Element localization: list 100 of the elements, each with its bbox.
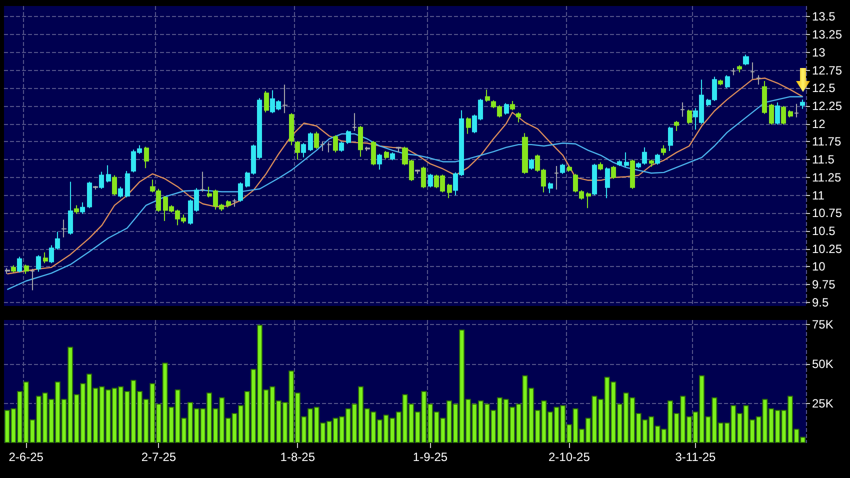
candlestick <box>605 166 610 199</box>
candlestick <box>74 204 79 214</box>
candlestick <box>624 152 629 168</box>
candlestick <box>706 98 711 106</box>
candlestick <box>301 142 306 158</box>
candlestick <box>327 142 332 153</box>
x-tick-label: 2-7-25 <box>141 450 176 464</box>
y-tick-label: 10 <box>812 260 826 274</box>
candlestick <box>769 103 774 126</box>
candlestick <box>384 150 389 160</box>
candlestick <box>516 112 521 123</box>
candlestick <box>314 131 319 150</box>
candlestick <box>30 268 35 291</box>
candlestick <box>421 166 426 189</box>
candlestick <box>617 160 622 166</box>
candlestick <box>80 202 85 214</box>
candlestick <box>743 54 749 66</box>
candlestick <box>661 144 666 156</box>
candlestick <box>371 140 376 166</box>
candlestick <box>226 200 231 208</box>
candlestick <box>125 170 130 198</box>
candlestick <box>655 153 660 166</box>
candlestick <box>118 186 123 198</box>
y-tick-label: 11 <box>812 188 825 202</box>
candlestick <box>674 120 679 132</box>
y-tick-label: 10.25 <box>812 242 842 256</box>
candlestick <box>510 100 515 111</box>
candlestick <box>800 99 805 110</box>
candlestick <box>775 102 780 126</box>
candlestick <box>144 146 149 169</box>
candlestick <box>238 182 243 202</box>
candlestick <box>200 171 205 192</box>
candlestick <box>756 74 761 86</box>
candlestick <box>447 183 452 199</box>
candlestick <box>36 254 41 272</box>
candlestick <box>264 90 269 113</box>
y-tick-label: 9.5 <box>812 295 830 310</box>
candlestick <box>548 182 553 194</box>
y-tick-label: 11.75 <box>812 134 842 149</box>
candlestick <box>731 68 736 76</box>
candlestick <box>611 166 616 180</box>
y-tick-label: 13.5 <box>812 10 836 24</box>
y-tick-label: 13.25 <box>812 28 842 42</box>
candlestick <box>567 166 572 172</box>
y-tick-label: 10.75 <box>812 206 842 220</box>
candlestick <box>636 162 641 169</box>
y-tick-label: 25K <box>812 396 834 411</box>
candlestick <box>390 152 395 161</box>
candlestick <box>485 89 490 102</box>
candlestick <box>680 102 685 118</box>
candlestick <box>781 106 786 126</box>
candlestick <box>586 192 591 209</box>
candlestick <box>352 112 357 132</box>
candlestick <box>282 84 288 114</box>
y-tick-label: 9.75 <box>812 278 836 292</box>
candlestick <box>99 171 104 190</box>
candlestick <box>308 132 313 152</box>
candlestick <box>592 163 597 196</box>
y-tick-label: 10.5 <box>812 224 836 238</box>
candlestick <box>358 126 363 158</box>
x-tick-label: 2-10-25 <box>548 450 590 464</box>
line-series <box>6 96 804 290</box>
candlestick <box>687 109 692 124</box>
candlestick <box>554 166 559 190</box>
y-tick-label: 11.25 <box>812 170 842 184</box>
candlestick <box>415 169 420 174</box>
candlestick <box>11 264 16 273</box>
candlestick <box>365 146 370 152</box>
candlestick <box>668 126 673 152</box>
candlestick <box>737 64 742 73</box>
candlestick <box>396 146 401 153</box>
line-series <box>6 78 804 274</box>
y-tick-label: 11.5 <box>812 152 835 167</box>
candlestick <box>466 116 471 134</box>
y-tick-label: 13 <box>812 45 826 60</box>
candlestick <box>232 198 237 208</box>
candlestick <box>522 132 528 174</box>
candlestick <box>5 268 10 274</box>
candlestick <box>718 79 723 86</box>
candlestick <box>598 162 603 171</box>
candlestick <box>24 264 29 274</box>
candlestick <box>68 181 73 236</box>
y-tick-label: 12.75 <box>812 63 842 78</box>
candlestick <box>377 153 382 170</box>
candlestick <box>788 110 793 118</box>
candlestick <box>642 146 647 166</box>
candlestick <box>339 141 344 152</box>
candlestick <box>61 219 67 238</box>
candlestick <box>560 163 565 174</box>
candlestick <box>529 158 534 170</box>
candlestick <box>630 159 635 190</box>
candlestick <box>295 140 300 160</box>
y-tick-label: 12.25 <box>812 99 842 113</box>
candlestick <box>794 103 799 118</box>
candlestick <box>725 74 730 89</box>
x-tick-label: 2-6-25 <box>8 450 44 464</box>
candlestick <box>346 130 351 144</box>
candlestick <box>649 159 654 168</box>
candlestick <box>106 164 111 183</box>
candlestick <box>87 181 92 209</box>
